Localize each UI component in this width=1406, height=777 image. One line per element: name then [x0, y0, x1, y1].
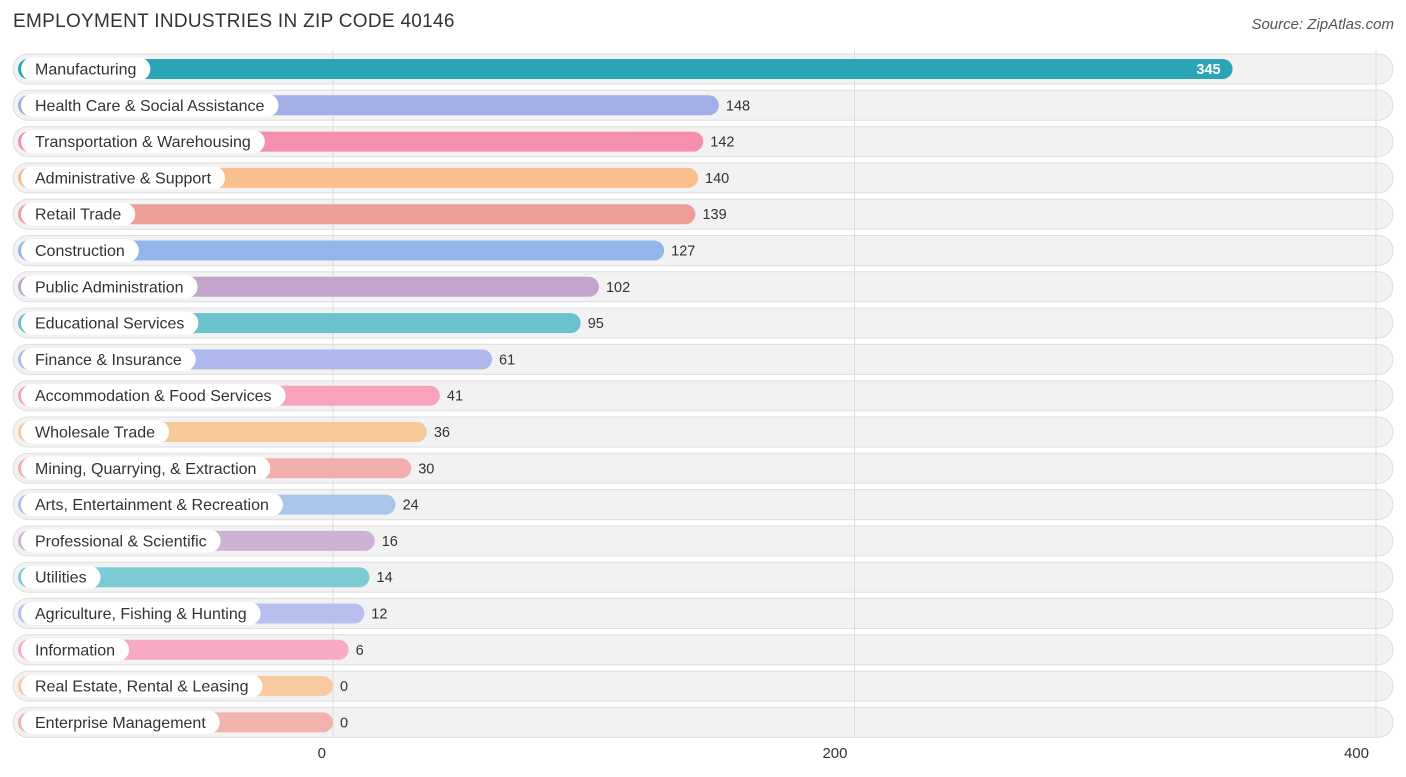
value-label: 345	[1196, 62, 1220, 78]
category-label: Information	[35, 642, 115, 659]
x-tick-label: 400	[1344, 745, 1369, 762]
value-label: 36	[434, 425, 450, 441]
value-label: 102	[606, 280, 630, 296]
category-label: Agriculture, Fishing & Hunting	[35, 606, 247, 623]
category-label-pill	[21, 347, 196, 371]
category-label-pill	[21, 602, 261, 625]
value-label: 12	[371, 607, 387, 623]
bars: Manufacturing 345 Health Care & Social Ass…	[18, 57, 1233, 734]
bar	[18, 59, 1233, 79]
category-label: Educational Services	[35, 316, 184, 333]
category-label-pill	[21, 384, 286, 408]
category-label-pill	[21, 493, 283, 517]
value-label: 142	[710, 135, 734, 151]
value-label: 139	[702, 207, 726, 223]
category-label: Enterprise Management	[35, 715, 206, 732]
row-track	[12, 670, 1394, 702]
category-label: Public Administration	[35, 279, 184, 296]
category-label: Wholesale Trade	[35, 425, 155, 442]
value-label: 148	[726, 98, 750, 114]
x-tick-label: 200	[822, 745, 847, 762]
value-label: 30	[418, 461, 434, 477]
category-label: Accommodation & Food Services	[35, 388, 272, 405]
value-label: 140	[705, 171, 729, 187]
value-label: 16	[382, 534, 398, 550]
value-label: 95	[588, 316, 604, 332]
row-track	[12, 706, 1394, 738]
value-label: 127	[671, 244, 695, 260]
category-label-pill	[21, 456, 271, 480]
category-label: Transportation & Warehousing	[35, 134, 251, 151]
bar	[18, 567, 370, 588]
category-label-pill	[21, 638, 130, 662]
value-label: 41	[447, 389, 463, 405]
source-credit: Source: ZipAtlas.com	[1251, 16, 1394, 33]
category-label: Construction	[35, 243, 125, 260]
category-label-pill	[21, 565, 101, 589]
category-label-pill	[21, 239, 139, 262]
category-label-pill	[21, 710, 220, 734]
category-label: Mining, Quarrying, & Extraction	[35, 461, 256, 478]
category-label: Health Care & Social Assistance	[35, 98, 265, 115]
value-label: 0	[340, 715, 348, 731]
bar	[18, 204, 696, 225]
row-track	[12, 634, 1394, 666]
x-tick-label: 0	[318, 745, 326, 762]
category-label-pill	[21, 202, 136, 226]
category-label: Finance & Insurance	[35, 352, 182, 369]
category-label-pill	[21, 93, 279, 117]
category-label-pill	[21, 311, 199, 335]
category-label-pill	[21, 529, 221, 553]
value-label: 24	[403, 498, 419, 514]
category-label: Administrative & Support	[35, 170, 212, 187]
category-label-pill	[21, 420, 170, 444]
category-label-pill	[21, 130, 265, 154]
category-label: Real Estate, Rental & Leasing	[35, 679, 248, 696]
category-label: Professional & Scientific	[35, 533, 207, 550]
chart-title: EMPLOYMENT INDUSTRIES IN ZIP CODE 40146	[13, 11, 455, 32]
bar	[18, 240, 665, 261]
category-label: Manufacturing	[35, 62, 136, 79]
value-label: 0	[340, 679, 348, 695]
category-label-pill	[21, 674, 263, 698]
value-label: 14	[377, 570, 393, 586]
x-axis-ticks: 0 200 400	[318, 745, 1369, 762]
value-label: 61	[499, 352, 515, 368]
category-label: Utilities	[35, 570, 87, 587]
value-label: 6	[356, 643, 364, 659]
category-label-pill	[21, 57, 151, 81]
category-label-pill	[21, 166, 226, 190]
category-label: Arts, Entertainment & Recreation	[35, 497, 269, 514]
category-label-pill	[21, 275, 198, 299]
category-label: Retail Trade	[35, 207, 121, 224]
